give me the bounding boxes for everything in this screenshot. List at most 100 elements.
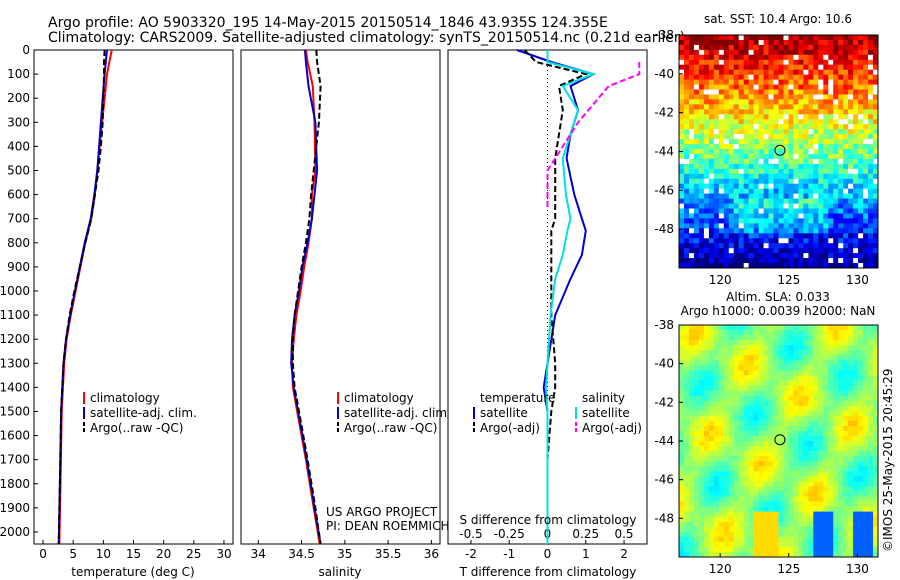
sst-cell xyxy=(684,163,690,170)
sla-cell xyxy=(723,511,730,517)
sst-cell xyxy=(679,134,685,140)
sst-cell xyxy=(708,218,715,224)
sst-cell xyxy=(753,109,759,115)
sla-cell xyxy=(763,516,769,523)
sla-cell xyxy=(708,375,715,381)
sla-cell xyxy=(793,355,799,361)
sla-cell xyxy=(838,350,844,356)
sst-cell xyxy=(738,208,745,214)
sla-cell xyxy=(838,526,844,533)
sla-cell xyxy=(798,486,804,492)
sst-cell xyxy=(868,64,874,71)
sla-cell xyxy=(763,425,769,432)
sla-cell xyxy=(863,441,869,447)
sla-cell xyxy=(684,536,690,543)
sla-cell xyxy=(773,360,779,366)
sla-cell xyxy=(718,415,725,422)
sst-cell xyxy=(828,183,834,190)
sla-cell xyxy=(803,531,809,538)
sla-cell xyxy=(743,325,750,331)
sst-cell xyxy=(698,114,705,120)
sla-cell xyxy=(828,410,834,417)
sla-cell xyxy=(743,536,750,543)
sla-cell xyxy=(763,395,769,401)
sst-cell xyxy=(768,35,774,41)
sla-cell xyxy=(743,466,750,472)
sla-cell xyxy=(873,496,879,502)
sst-cell xyxy=(863,198,869,204)
sst-cell xyxy=(773,198,779,204)
sst-cell xyxy=(679,183,685,190)
sst-cell xyxy=(813,54,819,61)
sla-cell xyxy=(833,355,839,361)
sst-cell xyxy=(773,223,779,229)
sla-cell xyxy=(684,355,690,361)
sst-cell xyxy=(763,233,769,239)
sst-cell xyxy=(703,49,710,56)
sst-cell xyxy=(858,203,864,209)
sst-cell xyxy=(679,193,685,199)
sla-cell xyxy=(853,425,859,432)
sla-cell xyxy=(798,501,804,507)
sla-cell xyxy=(728,516,735,523)
sla-cell xyxy=(848,380,854,386)
sla-cell xyxy=(728,486,735,492)
sla-cell xyxy=(873,541,879,548)
sla-cell xyxy=(848,375,854,381)
sst-cell xyxy=(679,213,685,219)
sst-cell xyxy=(798,89,804,95)
sst-cell xyxy=(768,154,774,160)
sst-cell xyxy=(693,74,700,81)
sst-cell xyxy=(689,104,695,110)
sla-cell xyxy=(823,546,829,553)
sla-cell xyxy=(823,395,829,401)
sla-cell xyxy=(718,365,725,371)
sla-cell xyxy=(768,415,774,422)
sst-cell xyxy=(728,69,735,76)
sla-cell xyxy=(703,446,710,452)
sst-cell xyxy=(743,233,750,239)
sla-cell xyxy=(743,501,750,507)
sla-cell xyxy=(698,552,705,558)
sla-cell xyxy=(803,330,809,336)
sst-cell xyxy=(843,213,849,219)
sst-cell xyxy=(843,114,849,120)
sla-cell xyxy=(679,355,685,361)
sst-cell xyxy=(763,188,769,195)
sla-cell xyxy=(868,410,874,417)
sst-cell xyxy=(713,233,720,239)
sla-cell xyxy=(689,456,695,462)
series-line-argoadj xyxy=(523,49,589,544)
sst-cell xyxy=(833,44,839,51)
sla-cell xyxy=(808,501,814,507)
sst-cell xyxy=(803,129,809,135)
sla-cell xyxy=(823,360,829,366)
sst-cell xyxy=(818,218,824,224)
sst-cell xyxy=(833,263,839,269)
sst-cell xyxy=(813,134,819,140)
sst-cell xyxy=(693,208,700,214)
sst-cell xyxy=(763,158,769,165)
sst-cell xyxy=(843,119,849,125)
sst-cell xyxy=(733,139,740,145)
sla-cell xyxy=(728,420,735,427)
sst-cell xyxy=(813,188,819,195)
sst-cell xyxy=(873,129,879,135)
sla-cell xyxy=(873,436,879,442)
sst-cell xyxy=(858,84,864,90)
sst-cell xyxy=(698,228,705,234)
sst-cell xyxy=(778,84,784,90)
sla-cell xyxy=(684,451,690,457)
sst-cell xyxy=(689,208,695,214)
sla-cell xyxy=(718,425,725,432)
sst-cell xyxy=(793,163,799,170)
sst-cell xyxy=(703,69,710,76)
sst-cell xyxy=(684,89,690,95)
sla-cell xyxy=(788,436,794,442)
sla-cell xyxy=(758,496,764,502)
sla-cell xyxy=(793,425,799,432)
depth-tick-label: 200 xyxy=(7,91,30,105)
sla-cell xyxy=(679,496,685,502)
sla-cell xyxy=(743,415,750,422)
sla-cell xyxy=(723,466,730,472)
